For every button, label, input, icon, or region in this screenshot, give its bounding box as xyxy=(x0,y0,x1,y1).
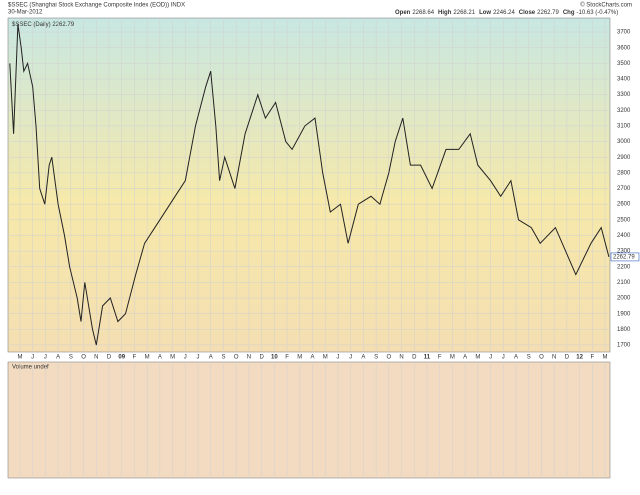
y-tick-label: 3000 xyxy=(617,139,631,145)
x-tick-label: A xyxy=(514,355,518,361)
x-tick-label: F xyxy=(285,355,289,361)
x-tick-label: S xyxy=(221,355,225,361)
quote-value: 2268.21 xyxy=(453,10,475,16)
y-tick-label: 2800 xyxy=(617,170,631,176)
x-tick-label: J xyxy=(31,355,34,361)
quote-key: Close xyxy=(519,10,536,16)
x-tick-label: A xyxy=(361,355,365,361)
quote-value: 2246.24 xyxy=(493,10,515,16)
x-tick-label: F xyxy=(590,355,594,361)
last-price-box xyxy=(610,252,640,262)
x-tick-label: J xyxy=(349,355,352,361)
x-tick-label: F xyxy=(438,355,442,361)
date: 30-Mar-2012 xyxy=(8,10,43,16)
x-tick-label: A xyxy=(310,355,314,361)
y-tick-label: 2500 xyxy=(617,217,631,223)
x-tick-label: M xyxy=(603,355,608,361)
y-tick-label: 3300 xyxy=(617,92,631,98)
y-tick-label: 1900 xyxy=(617,311,631,317)
x-tick-label: N xyxy=(94,355,98,361)
y-tick-label: 1800 xyxy=(617,327,631,333)
x-tick-label: J xyxy=(44,355,47,361)
legend-entry: $SSEC (Daily) 2262.79 xyxy=(12,22,75,28)
x-tick-label: M xyxy=(297,355,302,361)
credit: © StockCharts.com xyxy=(580,2,632,9)
quote-key: Low xyxy=(479,10,491,16)
quote-value: -10.63 (-0.47%) xyxy=(577,10,619,16)
x-tick-label: 12 xyxy=(576,355,583,361)
x-tick-label: M xyxy=(170,355,175,361)
x-tick-label: M xyxy=(323,355,328,361)
quote-value: 2262.79 xyxy=(537,10,559,16)
x-tick-label: S xyxy=(374,355,378,361)
x-tick-label: O xyxy=(539,355,544,361)
y-tick-label: 2000 xyxy=(617,296,631,302)
quote-key: High xyxy=(438,10,452,16)
y-tick-label: 2700 xyxy=(617,186,631,192)
y-tick-label: 3400 xyxy=(617,77,631,83)
quote-line: Open 2268.64 High 2268.21 Low 2246.24 Close 226… xyxy=(395,10,618,16)
x-tick-label: F xyxy=(133,355,137,361)
x-tick-label: J xyxy=(502,355,505,361)
y-tick-label: 2600 xyxy=(617,202,631,208)
legend-name: $SSEC (Daily) xyxy=(12,22,51,28)
x-tick-label: O xyxy=(81,355,86,361)
x-tick-label: J xyxy=(197,355,200,361)
y-tick-label: 2100 xyxy=(617,280,631,286)
last-price-label: 2262.79 xyxy=(613,254,635,260)
x-tick-label: S xyxy=(69,355,73,361)
quote-key: Chg xyxy=(563,10,575,16)
x-tick-label: O xyxy=(386,355,391,361)
y-tick-label: 2300 xyxy=(617,249,631,255)
x-tick-label: J xyxy=(184,355,187,361)
x-tick-label: N xyxy=(552,355,556,361)
y-tick-label: 3600 xyxy=(617,45,631,51)
x-tick-label: N xyxy=(247,355,251,361)
y-tick-label: 1700 xyxy=(617,343,631,349)
price-panel xyxy=(7,17,611,353)
x-tick-label: A xyxy=(56,355,60,361)
price-line xyxy=(9,24,610,346)
y-tick-label: 2200 xyxy=(617,264,631,270)
x-tick-label: S xyxy=(527,355,531,361)
x-tick-label: 09 xyxy=(118,355,125,361)
y-tick-label: 2400 xyxy=(617,233,631,239)
x-tick-label: J xyxy=(489,355,492,361)
volume-label: Volume undef xyxy=(12,365,49,371)
x-tick-label: J xyxy=(336,355,339,361)
volume-panel xyxy=(7,361,611,479)
chart-title: $SSEC (Shanghai Stock Exchange Composite… xyxy=(8,3,185,9)
y-tick-label: 2900 xyxy=(617,155,631,161)
x-tick-label: D xyxy=(412,355,417,361)
x-tick-label: M xyxy=(17,355,22,361)
y-tick-label: 3200 xyxy=(617,108,631,114)
x-tick-label: A xyxy=(158,355,162,361)
x-tick-label: D xyxy=(107,355,112,361)
y-tick-label: 3100 xyxy=(617,124,631,130)
quote-value: 2268.64 xyxy=(412,10,434,16)
x-tick-label: 11 xyxy=(424,355,431,361)
legend-value: 2262.79 xyxy=(52,22,74,28)
x-tick-label: M xyxy=(475,355,480,361)
x-tick-label: 10 xyxy=(271,355,278,361)
x-tick-label: A xyxy=(463,355,467,361)
x-tick-label: A xyxy=(209,355,213,361)
x-tick-label: D xyxy=(259,355,264,361)
x-tick-label: M xyxy=(145,355,150,361)
x-tick-label: D xyxy=(565,355,570,361)
quote-key: Open xyxy=(395,10,411,16)
x-tick-label: M xyxy=(450,355,455,361)
x-tick-label: O xyxy=(234,355,239,361)
y-tick-label: 3700 xyxy=(617,30,631,36)
y-tick-label: 3500 xyxy=(617,61,631,67)
x-tick-label: N xyxy=(399,355,403,361)
